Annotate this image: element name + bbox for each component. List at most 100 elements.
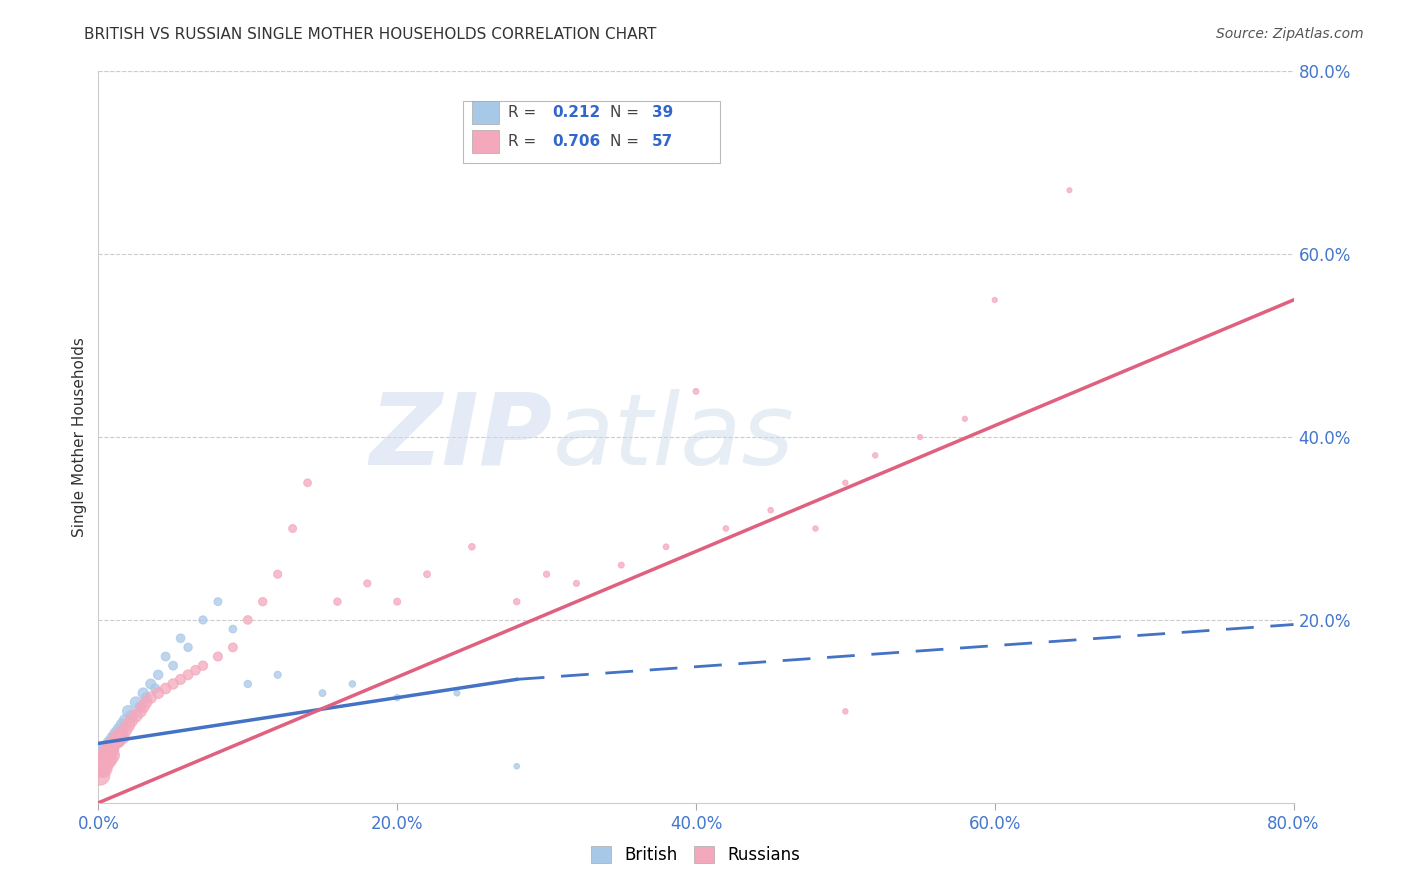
Point	[125, 709, 148, 723]
Point	[129, 705, 152, 719]
Point	[101, 748, 124, 763]
Point	[98, 736, 122, 750]
Point	[385, 594, 409, 608]
Text: R =: R =	[509, 105, 541, 120]
Point	[865, 448, 887, 462]
Point	[326, 594, 349, 608]
FancyBboxPatch shape	[463, 101, 720, 163]
Point	[148, 667, 170, 681]
Point	[96, 746, 118, 760]
Point	[446, 686, 468, 700]
Point	[98, 740, 122, 755]
Point	[169, 673, 191, 687]
Point	[143, 681, 166, 696]
Point	[91, 761, 114, 775]
Point	[610, 558, 633, 573]
Point	[953, 412, 976, 426]
Point	[107, 733, 129, 747]
Point	[135, 690, 157, 705]
Legend: British, Russians: British, Russians	[592, 846, 800, 864]
Point	[356, 576, 378, 591]
Point	[236, 677, 259, 691]
Point	[236, 613, 259, 627]
Point	[184, 663, 207, 677]
Point	[139, 690, 162, 705]
Point	[120, 714, 142, 728]
Point	[191, 658, 214, 673]
Point	[908, 430, 931, 444]
Point	[565, 576, 588, 591]
Point	[162, 658, 184, 673]
Point	[267, 567, 290, 582]
Point	[222, 640, 245, 655]
Point	[177, 640, 200, 655]
Point	[139, 677, 162, 691]
Point	[311, 686, 333, 700]
Text: atlas: atlas	[553, 389, 794, 485]
Point	[169, 632, 191, 646]
Point	[461, 540, 484, 554]
Point	[111, 718, 134, 732]
Point	[804, 521, 827, 535]
Point	[191, 613, 214, 627]
FancyBboxPatch shape	[472, 130, 499, 153]
Point	[207, 649, 229, 664]
Point	[222, 622, 245, 636]
Point	[94, 752, 117, 766]
Point	[89, 759, 111, 773]
Point	[267, 667, 290, 681]
Point	[93, 746, 115, 760]
Point	[685, 384, 707, 399]
Point	[506, 594, 529, 608]
Point	[93, 750, 115, 764]
Point	[536, 567, 558, 582]
FancyBboxPatch shape	[472, 101, 499, 124]
Point	[834, 705, 856, 719]
Point	[135, 695, 157, 709]
Point	[90, 759, 112, 773]
Point	[110, 727, 132, 741]
Point	[111, 730, 134, 744]
Text: N =: N =	[610, 135, 644, 149]
Y-axis label: Single Mother Households: Single Mother Households	[72, 337, 87, 537]
Point	[207, 594, 229, 608]
Text: N =: N =	[610, 105, 644, 120]
Text: 0.212: 0.212	[553, 105, 600, 120]
Point	[114, 714, 136, 728]
Point	[90, 750, 112, 764]
Point	[177, 667, 200, 681]
Point	[105, 727, 128, 741]
Point	[96, 740, 118, 755]
Point	[297, 475, 319, 490]
Point	[97, 752, 120, 766]
Point	[1059, 183, 1081, 197]
Point	[506, 759, 529, 773]
Point	[655, 540, 678, 554]
Point	[89, 768, 111, 782]
Text: Source: ZipAtlas.com: Source: ZipAtlas.com	[1216, 27, 1364, 41]
Point	[385, 690, 409, 705]
Point	[252, 594, 274, 608]
Point	[155, 649, 177, 664]
Text: 0.706: 0.706	[553, 135, 600, 149]
Text: 39: 39	[652, 105, 673, 120]
Point	[103, 736, 125, 750]
Text: R =: R =	[509, 135, 541, 149]
Point	[120, 709, 142, 723]
Point	[108, 723, 131, 737]
Point	[110, 730, 132, 744]
Point	[114, 723, 136, 737]
Point	[101, 743, 124, 757]
Point	[281, 521, 304, 535]
Point	[416, 567, 439, 582]
Point	[125, 695, 148, 709]
Point	[94, 755, 117, 769]
Point	[148, 686, 170, 700]
Text: ZIP: ZIP	[370, 389, 553, 485]
Point	[162, 677, 184, 691]
Point	[107, 733, 129, 747]
Point	[103, 731, 125, 746]
Point	[132, 699, 155, 714]
Point	[155, 681, 177, 696]
Point	[759, 503, 782, 517]
